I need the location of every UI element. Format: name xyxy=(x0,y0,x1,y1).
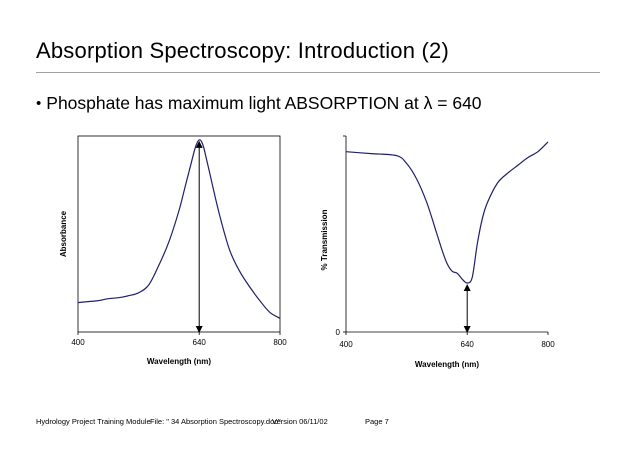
absorbance-arrow-head-bottom xyxy=(195,326,203,333)
transmission-x-tick-label: 800 xyxy=(541,340,555,349)
bullet-text: Phosphate has maximum light ABSORPTION a… xyxy=(46,93,482,113)
footer-version: Version 06/11/02 xyxy=(272,417,328,426)
bullet-point: • Phosphate has maximum light ABSORPTION … xyxy=(36,93,482,114)
absorbance-x-tick-label: 400 xyxy=(71,338,85,347)
transmission-x-tick-label: 640 xyxy=(461,340,475,349)
absorbance-curve xyxy=(77,139,281,319)
bullet-dot: • xyxy=(36,95,42,112)
absorbance-x-tick-label: 800 xyxy=(273,338,287,347)
absorbance-x-tick-label: 640 xyxy=(193,338,207,347)
absorbance-y-axis-label: Absorbance xyxy=(59,210,68,257)
absorbance-peak-arrow xyxy=(195,140,203,333)
footer-file: File: " 34 Absorption Spectroscopy.doc" xyxy=(150,417,281,426)
footer-module: Hydrology Project Training Module xyxy=(36,417,151,426)
transmission-x-axis-label: Wavelength (nm) xyxy=(415,360,479,369)
title-divider xyxy=(36,72,600,73)
transmission-y-tick-label: 0 xyxy=(336,328,341,337)
absorbance-plot-frame xyxy=(77,135,281,333)
transmission-arrow-head-top xyxy=(463,284,471,291)
transmission-arrow-head-bottom xyxy=(463,326,471,333)
footer-page: Page 7 xyxy=(365,417,389,426)
absorbance-arrow-head-top xyxy=(195,140,203,148)
absorbance-x-axis-label: Wavelength (nm) xyxy=(147,357,211,366)
slide-title: Absorption Spectroscopy: Introduction (2… xyxy=(36,38,449,63)
transmission-curve xyxy=(345,141,549,284)
transmission-x-tick-label: 400 xyxy=(339,340,353,349)
transmission-y-axis-label: % Transmission xyxy=(320,209,329,270)
transmission-minimum-arrow xyxy=(463,284,471,333)
